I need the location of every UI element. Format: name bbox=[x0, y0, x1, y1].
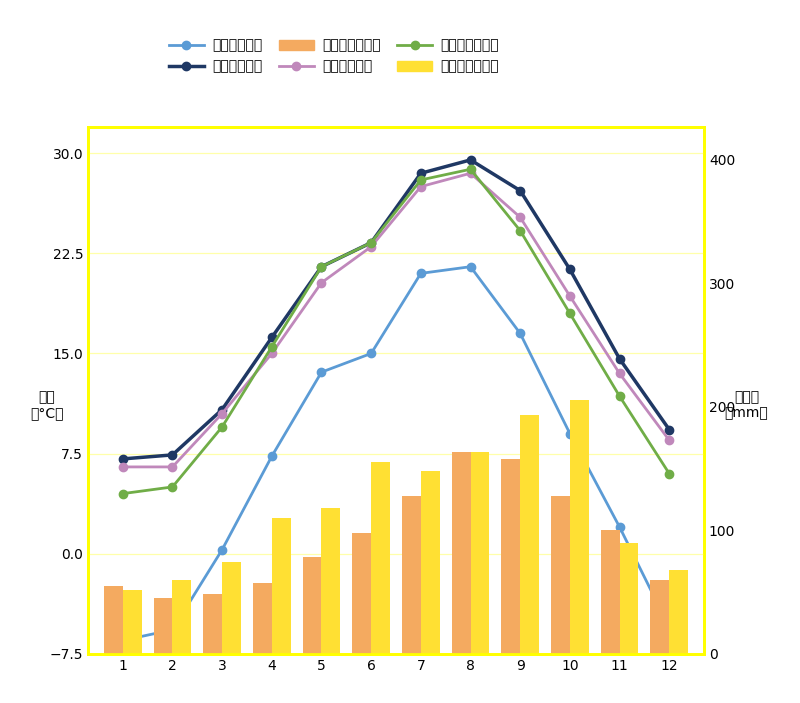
名古屋（気温） bbox=[515, 226, 525, 235]
恵庭（気温） bbox=[565, 430, 574, 438]
恵庭（気温） bbox=[118, 636, 127, 645]
Bar bbox=[650, 580, 670, 654]
東京（気温） bbox=[267, 349, 277, 358]
Line: 東京（気温）: 東京（気温） bbox=[118, 169, 674, 471]
東京（気温） bbox=[366, 243, 376, 251]
大阪（気温） bbox=[466, 155, 475, 164]
Bar bbox=[520, 415, 539, 654]
恵庭（気温） bbox=[168, 626, 178, 634]
大阪（気温） bbox=[515, 186, 525, 195]
Line: 名古屋（気温）: 名古屋（気温） bbox=[118, 165, 674, 498]
Bar bbox=[502, 458, 520, 654]
東京（気温） bbox=[515, 213, 525, 221]
Bar bbox=[122, 590, 142, 654]
Legend: 恵庭（気温）, 大阪（気温）, 恵庭（降水量）, 東京（気温）, 名古屋（気温）, 東京（降水量）: 恵庭（気温）, 大阪（気温）, 恵庭（降水量）, 東京（気温）, 名古屋（気温）… bbox=[169, 39, 499, 74]
Bar bbox=[173, 580, 191, 654]
Bar bbox=[222, 562, 241, 654]
恵庭（気温） bbox=[614, 523, 624, 531]
東京（気温） bbox=[168, 463, 178, 471]
名古屋（気温） bbox=[118, 489, 127, 498]
大阪（気温） bbox=[665, 425, 674, 434]
恵庭（気温） bbox=[317, 368, 326, 376]
Bar bbox=[601, 530, 619, 654]
名古屋（気温） bbox=[218, 423, 227, 431]
大阪（気温） bbox=[267, 333, 277, 342]
東京（気温） bbox=[466, 169, 475, 177]
東京（気温） bbox=[614, 369, 624, 378]
Bar bbox=[452, 452, 470, 654]
恵庭（気温） bbox=[416, 269, 426, 278]
東京（気温） bbox=[665, 436, 674, 444]
Bar bbox=[302, 557, 322, 654]
名古屋（気温） bbox=[466, 165, 475, 174]
Y-axis label: 気温
（°C）: 気温 （°C） bbox=[30, 390, 64, 420]
東京（気温） bbox=[317, 278, 326, 287]
Bar bbox=[421, 471, 440, 654]
Y-axis label: 降水量
（mm）: 降水量 （mm） bbox=[725, 390, 768, 420]
大阪（気温） bbox=[366, 238, 376, 247]
名古屋（気温） bbox=[267, 342, 277, 351]
恵庭（気温） bbox=[218, 546, 227, 554]
大阪（気温） bbox=[118, 455, 127, 463]
恵庭（気温） bbox=[665, 623, 674, 631]
Bar bbox=[154, 598, 173, 654]
大阪（気温） bbox=[168, 451, 178, 459]
名古屋（気温） bbox=[317, 262, 326, 271]
Bar bbox=[371, 463, 390, 654]
Bar bbox=[253, 583, 272, 654]
Bar bbox=[203, 595, 222, 654]
大阪（気温） bbox=[317, 262, 326, 271]
Bar bbox=[272, 518, 290, 654]
Bar bbox=[104, 586, 122, 654]
恵庭（気温） bbox=[515, 329, 525, 337]
Bar bbox=[402, 496, 421, 654]
大阪（気温） bbox=[614, 354, 624, 363]
Line: 恵庭（気温）: 恵庭（気温） bbox=[118, 262, 674, 645]
名古屋（気温） bbox=[416, 176, 426, 184]
Bar bbox=[352, 533, 371, 654]
Bar bbox=[619, 543, 638, 654]
東京（気温） bbox=[118, 463, 127, 471]
Bar bbox=[570, 401, 589, 654]
名古屋（気温） bbox=[665, 470, 674, 478]
Line: 大阪（気温）: 大阪（気温） bbox=[118, 156, 674, 463]
東京（気温） bbox=[416, 182, 426, 191]
Bar bbox=[551, 496, 570, 654]
恵庭（気温） bbox=[366, 349, 376, 358]
恵庭（気温） bbox=[267, 452, 277, 460]
名古屋（気温） bbox=[614, 392, 624, 401]
大阪（気温） bbox=[218, 406, 227, 414]
名古屋（気温） bbox=[565, 309, 574, 318]
名古屋（気温） bbox=[366, 238, 376, 247]
大阪（気温） bbox=[416, 169, 426, 177]
恵庭（気温） bbox=[466, 262, 475, 271]
名古屋（気温） bbox=[168, 483, 178, 491]
東京（気温） bbox=[218, 409, 227, 418]
大阪（気温） bbox=[565, 265, 574, 273]
Bar bbox=[322, 508, 340, 654]
Bar bbox=[470, 452, 490, 654]
Bar bbox=[670, 569, 688, 654]
東京（気温） bbox=[565, 292, 574, 300]
